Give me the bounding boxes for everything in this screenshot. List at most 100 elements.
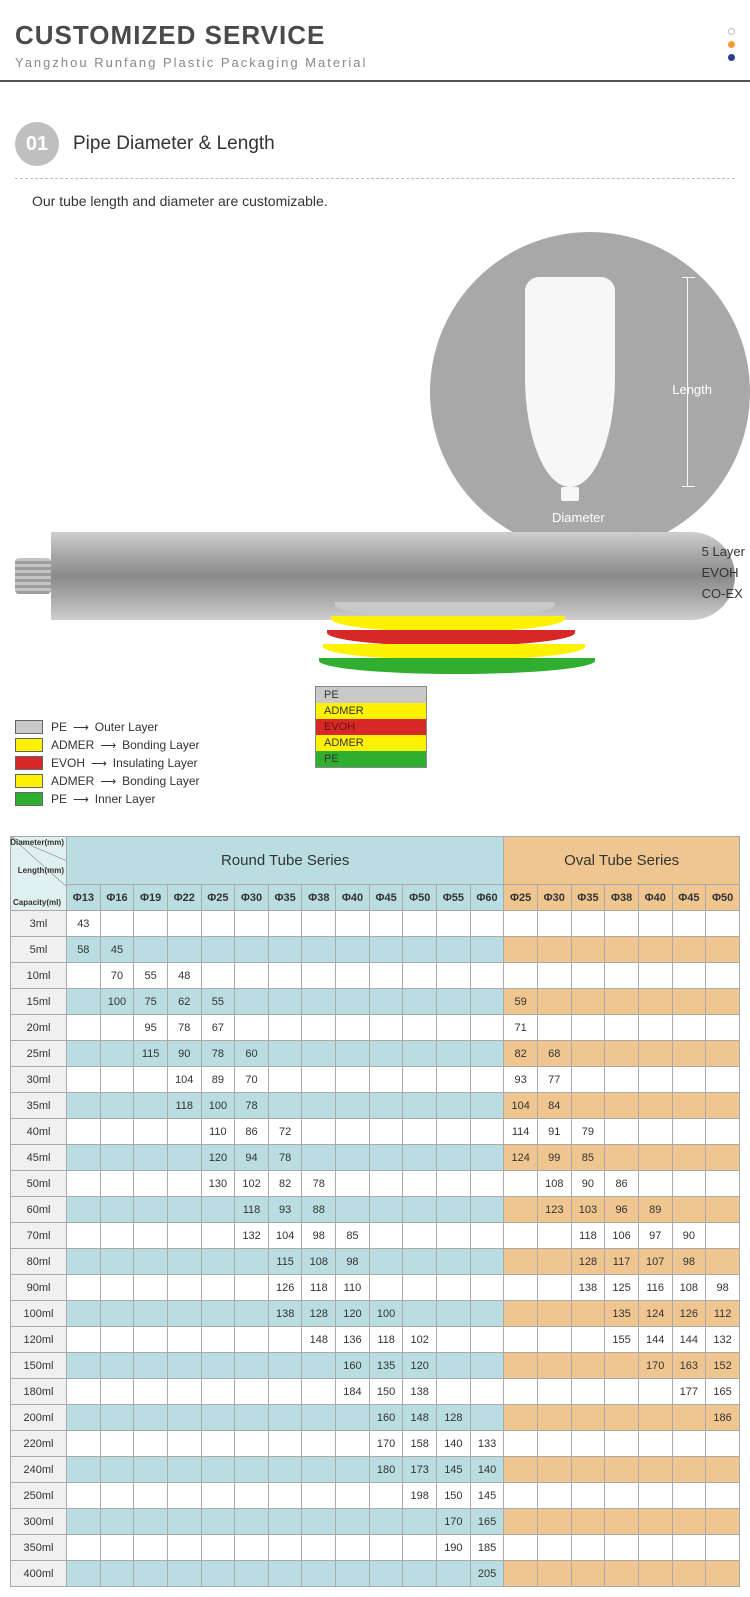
- round-cell: 115: [134, 1041, 168, 1067]
- round-cell: [369, 1249, 403, 1275]
- table-row: 50ml13010282781089086: [11, 1171, 740, 1197]
- oval-cell: 86: [605, 1171, 639, 1197]
- legend-name: PE: [51, 792, 67, 806]
- round-cell: [302, 989, 336, 1015]
- round-cell: [100, 1275, 134, 1301]
- legend-desc: Inner Layer: [95, 792, 156, 806]
- table-row: 300ml170165: [11, 1509, 740, 1535]
- oval-cell: [638, 1535, 672, 1561]
- round-col-header: Φ22: [167, 885, 201, 911]
- round-cell: [201, 1561, 235, 1587]
- round-cell: 78: [302, 1171, 336, 1197]
- round-cell: [167, 1171, 201, 1197]
- round-cell: [100, 1431, 134, 1457]
- oval-cell: [537, 1509, 571, 1535]
- splay-layers: [335, 602, 611, 672]
- oval-cell: [504, 1301, 538, 1327]
- legend-desc: Outer Layer: [95, 720, 158, 734]
- oval-cell: 98: [672, 1249, 706, 1275]
- round-cell: [134, 1535, 168, 1561]
- oval-cell: [706, 1067, 740, 1093]
- round-cell: [67, 1405, 101, 1431]
- oval-cell: [638, 1093, 672, 1119]
- table-row: 15ml10075625559: [11, 989, 740, 1015]
- table-row: 25ml1159078608268: [11, 1041, 740, 1067]
- round-cell: 173: [403, 1457, 437, 1483]
- round-cell: [302, 963, 336, 989]
- round-cell: 102: [235, 1171, 269, 1197]
- oval-cell: 124: [504, 1145, 538, 1171]
- round-cell: [369, 1145, 403, 1171]
- round-cell: [437, 1561, 471, 1587]
- round-cell: [134, 1405, 168, 1431]
- round-cell: [302, 1067, 336, 1093]
- oval-cell: [504, 911, 538, 937]
- round-cell: [167, 1431, 201, 1457]
- round-cell: [100, 1249, 134, 1275]
- oval-cell: [672, 1509, 706, 1535]
- round-cell: [268, 1067, 302, 1093]
- capacity-cell: 300ml: [11, 1509, 67, 1535]
- round-cell: 120: [201, 1145, 235, 1171]
- oval-cell: [571, 963, 605, 989]
- round-cell: [302, 1509, 336, 1535]
- round-cell: [268, 911, 302, 937]
- capacity-cell: 90ml: [11, 1275, 67, 1301]
- oval-cell: [605, 1093, 639, 1119]
- round-cell: [369, 1275, 403, 1301]
- round-cell: [302, 1483, 336, 1509]
- oval-cell: 71: [504, 1015, 538, 1041]
- oval-cell: 163: [672, 1353, 706, 1379]
- round-cell: 158: [403, 1431, 437, 1457]
- round-cell: [403, 1561, 437, 1587]
- round-cell: [100, 1535, 134, 1561]
- oval-cell: [537, 1379, 571, 1405]
- table-row: 150ml160135120170163152: [11, 1353, 740, 1379]
- round-cell: 145: [470, 1483, 504, 1509]
- oval-cell: [605, 1535, 639, 1561]
- round-cell: [134, 1223, 168, 1249]
- oval-cell: 138: [571, 1275, 605, 1301]
- oval-cell: [537, 1353, 571, 1379]
- oval-col-header: Φ25: [504, 885, 538, 911]
- round-cell: [100, 1353, 134, 1379]
- round-cell: [167, 937, 201, 963]
- round-cell: [369, 1483, 403, 1509]
- round-cell: 148: [302, 1327, 336, 1353]
- round-cell: [67, 1275, 101, 1301]
- splay-layer: [319, 658, 595, 674]
- oval-cell: [605, 1431, 639, 1457]
- dot-icon: [728, 28, 735, 35]
- round-cell: 128: [437, 1405, 471, 1431]
- oval-cell: [605, 1457, 639, 1483]
- round-cell: [100, 1223, 134, 1249]
- round-series-header: Round Tube Series: [67, 837, 504, 885]
- legend-row: ADMER⟶Bonding Layer: [15, 774, 735, 788]
- oval-cell: 126: [672, 1301, 706, 1327]
- round-cell: 95: [134, 1015, 168, 1041]
- round-cell: [235, 1431, 269, 1457]
- round-cell: 120: [336, 1301, 370, 1327]
- section-title: Pipe Diameter & Length: [73, 133, 275, 155]
- round-cell: [369, 1223, 403, 1249]
- splay-label-box: PEADMEREVOHADMERPE: [315, 686, 427, 768]
- round-cell: 140: [437, 1431, 471, 1457]
- oval-cell: [672, 1405, 706, 1431]
- oval-cell: [571, 1457, 605, 1483]
- round-cell: [403, 937, 437, 963]
- round-cell: [268, 1353, 302, 1379]
- round-cell: [403, 1093, 437, 1119]
- round-cell: [403, 1509, 437, 1535]
- table-row: 400ml205: [11, 1561, 740, 1587]
- round-cell: [67, 1483, 101, 1509]
- table-row: 45ml12094781249985: [11, 1145, 740, 1171]
- round-cell: [403, 1249, 437, 1275]
- round-cell: 93: [268, 1197, 302, 1223]
- round-cell: [235, 937, 269, 963]
- capacity-cell: 120ml: [11, 1327, 67, 1353]
- page-header: CUSTOMIZED SERVICE Yangzhou Runfang Plas…: [0, 0, 750, 82]
- round-cell: [470, 1093, 504, 1119]
- round-cell: 72: [268, 1119, 302, 1145]
- round-cell: 86: [235, 1119, 269, 1145]
- oval-cell: [571, 1431, 605, 1457]
